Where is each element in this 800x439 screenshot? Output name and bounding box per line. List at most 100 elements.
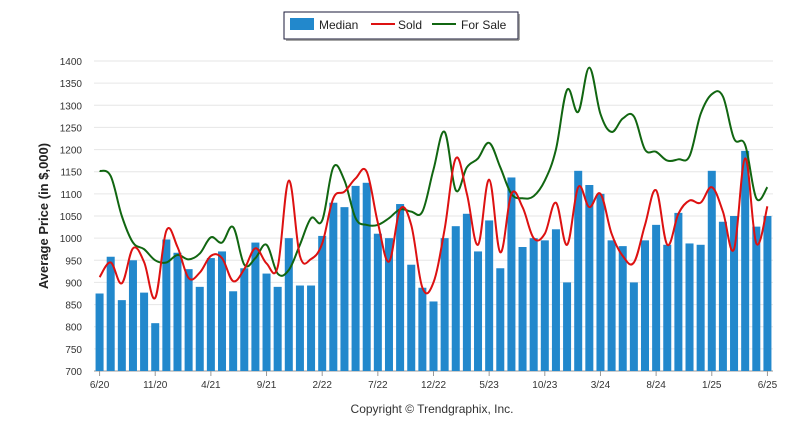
bar-median xyxy=(195,286,204,371)
bar-median xyxy=(496,268,505,371)
copyright-text: Copyright © Trendgraphix, Inc. xyxy=(351,402,514,416)
bar-median xyxy=(295,285,304,371)
x-tick-label: 10/23 xyxy=(532,380,557,391)
y-tick-label: 1400 xyxy=(60,57,83,68)
bar-median xyxy=(284,238,293,371)
x-tick-label: 7/22 xyxy=(368,380,388,391)
legend-swatch-median xyxy=(290,18,314,30)
legend-box xyxy=(283,11,519,40)
x-axis-ticks: 6/20 11/20 4/21 9/21 2/22 7/22 12/22 5/23 10/23 3… xyxy=(90,371,778,391)
trend-lines xyxy=(98,66,769,300)
bar-median xyxy=(462,213,471,371)
bar-median xyxy=(640,240,649,371)
bar-median xyxy=(440,238,449,371)
bar-median xyxy=(373,233,382,371)
bar-median xyxy=(396,204,405,371)
bar-median xyxy=(184,269,193,371)
y-tick-label: 1300 xyxy=(60,101,83,112)
y-axis-title: Average Price (in $,000) xyxy=(36,143,51,289)
bar-median xyxy=(551,229,560,371)
bar-median xyxy=(384,238,393,371)
bar-median xyxy=(607,240,616,371)
y-tick-label: 1000 xyxy=(60,234,83,245)
line-sold xyxy=(98,156,769,300)
bar-median xyxy=(474,251,483,371)
x-tick-label: 11/20 xyxy=(143,380,168,391)
x-tick-label: 12/22 xyxy=(421,380,446,391)
y-axis-ticks: 700 750 800 850 900 950 1000 1050 1100 1150 1200 12… xyxy=(60,57,83,378)
bar-median xyxy=(741,150,750,371)
y-tick-label: 1250 xyxy=(60,123,83,134)
bar-median xyxy=(173,252,182,371)
bar-median xyxy=(128,260,137,371)
x-tick-label: 4/21 xyxy=(201,380,221,391)
x-tick-label: 6/25 xyxy=(758,380,778,391)
y-tick-label: 750 xyxy=(65,345,82,356)
y-tick-label: 700 xyxy=(65,367,82,378)
bar-median xyxy=(262,273,271,371)
x-tick-label: 8/24 xyxy=(646,380,666,391)
bar-median xyxy=(429,301,438,371)
bar-median xyxy=(340,207,349,371)
x-tick-label: 5/23 xyxy=(479,380,499,391)
bar-median xyxy=(730,216,739,371)
bar-median xyxy=(240,268,249,371)
bar-median xyxy=(151,323,160,371)
y-tick-label: 950 xyxy=(65,256,82,267)
bar-median xyxy=(318,235,327,371)
bar-median xyxy=(540,240,549,371)
x-tick-label: 3/24 xyxy=(591,380,611,391)
bar-median xyxy=(652,224,661,371)
bar-median xyxy=(518,247,527,371)
bar-median xyxy=(696,244,705,371)
y-tick-label: 1100 xyxy=(60,190,82,201)
bar-median xyxy=(117,300,126,371)
bar-median xyxy=(674,212,683,371)
bar-median xyxy=(485,220,494,371)
bar-median xyxy=(218,251,227,371)
bar-median xyxy=(162,239,171,371)
bar-median xyxy=(140,292,149,371)
y-tick-label: 800 xyxy=(65,323,82,334)
bar-median xyxy=(585,185,594,371)
y-tick-label: 1050 xyxy=(60,212,83,223)
bar-median xyxy=(618,246,627,371)
legend-label-sold: Sold xyxy=(398,18,422,32)
bar-median xyxy=(663,244,672,371)
bar-median xyxy=(574,170,583,371)
bar-median xyxy=(273,286,282,371)
bar-median xyxy=(507,177,516,371)
bar-median xyxy=(418,287,427,371)
bar-median xyxy=(229,291,238,371)
y-tick-label: 1350 xyxy=(60,79,83,90)
legend-label-for-sale: For Sale xyxy=(461,18,507,32)
bar-median xyxy=(362,182,371,371)
bar-median xyxy=(351,185,360,371)
bar-median xyxy=(685,243,694,371)
y-tick-label: 1150 xyxy=(60,168,82,179)
x-tick-label: 1/25 xyxy=(702,380,722,391)
bar-median xyxy=(329,202,338,371)
bar-median xyxy=(106,256,115,371)
y-tick-label: 850 xyxy=(65,301,82,312)
legend-label-median: Median xyxy=(319,18,358,32)
bar-median xyxy=(407,264,416,371)
median-bars xyxy=(95,150,772,371)
x-tick-label: 9/21 xyxy=(257,380,277,391)
bar-median xyxy=(752,226,761,371)
bar-median xyxy=(95,293,104,371)
bar-median xyxy=(629,282,638,371)
bar-median xyxy=(307,285,316,371)
bar-median xyxy=(596,193,605,371)
bar-median xyxy=(251,242,260,371)
bar-median xyxy=(707,170,716,371)
bar-median xyxy=(451,226,460,371)
y-tick-label: 900 xyxy=(65,278,82,289)
bar-median xyxy=(763,216,772,371)
x-tick-label: 6/20 xyxy=(90,380,110,391)
bar-median xyxy=(563,282,572,371)
bar-median xyxy=(206,258,215,371)
legend: Median Sold For Sale xyxy=(283,11,520,41)
